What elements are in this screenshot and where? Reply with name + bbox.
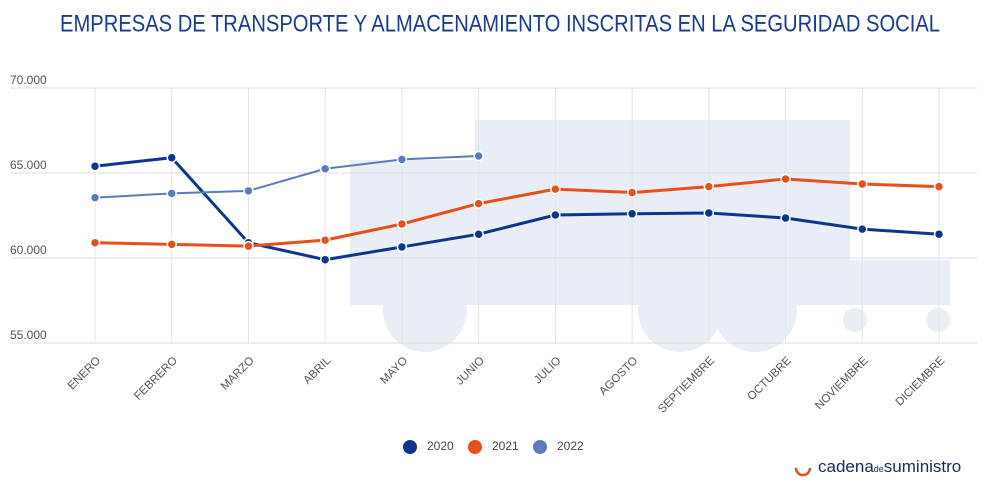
legend-label: 2022 — [557, 439, 584, 453]
data-point — [89, 160, 101, 172]
x-tick-label: JUNIO — [454, 355, 487, 388]
x-tick-label: AGOSTO — [597, 355, 640, 398]
data-point — [473, 150, 484, 162]
data-point — [473, 198, 484, 209]
y-tick-label: 60.000 — [10, 243, 47, 257]
data-point — [319, 234, 331, 246]
data-point — [396, 241, 408, 253]
logo-text: cadenadesuministro — [818, 457, 961, 476]
legend-marker — [533, 440, 547, 454]
x-tick-label: ENERO — [66, 355, 103, 392]
y-tick-label: 70.000 — [10, 73, 47, 87]
chart-title: EMPRESAS DE TRANSPORTE Y ALMACENAMIENTO … — [60, 10, 940, 37]
logo-icon — [794, 459, 812, 477]
x-tick-label: JULIO — [532, 355, 564, 387]
legend-label: 2020 — [427, 439, 454, 453]
data-point — [550, 209, 561, 221]
data-point — [319, 254, 331, 265]
data-point — [857, 178, 868, 190]
x-tick-label: ABRIL — [301, 354, 333, 386]
data-point — [933, 228, 945, 240]
data-point — [703, 181, 715, 192]
series-line — [94, 155, 479, 199]
background-truck — [350, 120, 950, 352]
data-point — [243, 240, 254, 252]
series-line — [94, 156, 940, 262]
x-tick-label: MAYO — [378, 355, 410, 387]
data-point — [166, 239, 177, 250]
x-tick-label: MARZO — [219, 355, 257, 393]
data-point — [166, 188, 177, 199]
series-line — [94, 177, 940, 248]
data-point — [626, 208, 638, 220]
data-point — [550, 183, 561, 195]
data-point — [780, 212, 791, 224]
legend-marker — [403, 440, 417, 454]
data-point — [89, 192, 101, 203]
data-point — [857, 223, 868, 235]
data-point — [243, 185, 254, 197]
logo: cadenadesuministro — [794, 457, 961, 477]
x-tick-label: NOVIEMBRE — [813, 355, 871, 413]
data-point — [703, 207, 715, 219]
data-point — [166, 152, 177, 163]
data-point — [780, 173, 791, 185]
x-tick-label: FEBRERO — [132, 355, 180, 403]
data-point — [396, 218, 408, 230]
x-tick-label: OCTUBRE — [746, 355, 794, 403]
legend-label: 2021 — [492, 439, 519, 453]
data-point — [89, 237, 101, 248]
data-point — [626, 187, 638, 198]
data-point — [319, 163, 331, 174]
data-point — [473, 228, 484, 240]
x-tick-label: DICIEMBRE — [894, 355, 948, 409]
legend-marker — [468, 440, 482, 454]
data-point — [396, 154, 408, 165]
y-tick-label: 55.000 — [10, 328, 47, 342]
y-tick-label: 65.000 — [10, 158, 47, 172]
data-point — [933, 181, 945, 192]
x-tick-label: SEPTIEMBRE — [656, 355, 717, 416]
